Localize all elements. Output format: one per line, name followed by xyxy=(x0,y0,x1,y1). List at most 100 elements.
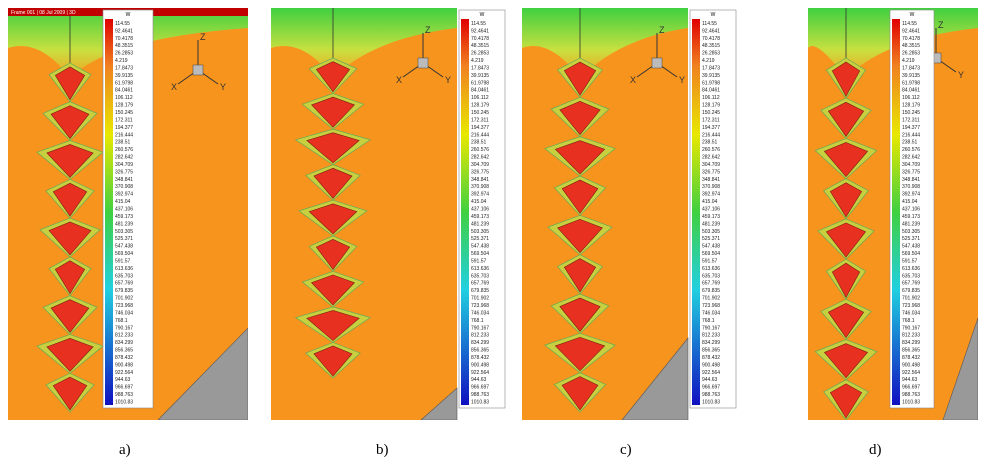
legend-value: 348.841 xyxy=(471,177,489,183)
legend-value: 260.576 xyxy=(902,147,920,153)
legend-value: 128.179 xyxy=(115,103,133,109)
legend-value: 348.841 xyxy=(702,177,720,183)
legend-value: 70.4178 xyxy=(115,36,133,42)
legend-value: 48.3515 xyxy=(902,43,920,49)
legend-value: 172.311 xyxy=(471,117,489,123)
legend-value: 613.636 xyxy=(702,266,720,272)
legend-value: 114.55 xyxy=(702,21,717,27)
legend-value: 370.908 xyxy=(471,184,489,190)
legend-value: 768.1 xyxy=(902,318,915,324)
legend-value: 17.8473 xyxy=(115,65,133,71)
legend-value: 613.636 xyxy=(115,266,133,272)
legend-value: 326.775 xyxy=(471,169,489,175)
panel-a: Frame 001 | 08 Jul 2009 | 3DX YZW114.5592… xyxy=(8,8,248,420)
legend-value: 4.219 xyxy=(471,58,484,64)
legend-value: 812.233 xyxy=(471,333,489,339)
legend-value: 392.974 xyxy=(702,192,720,198)
legend-value: 481.239 xyxy=(115,221,133,227)
legend-value: 922.564 xyxy=(702,370,720,376)
legend-value: 459.173 xyxy=(702,214,720,220)
legend-value: 370.908 xyxy=(902,184,920,190)
axis-label: Z xyxy=(938,20,944,30)
legend-value: 216.444 xyxy=(702,132,720,138)
legend-value: 26.2853 xyxy=(471,51,489,57)
legend-value: 216.444 xyxy=(115,132,133,138)
contour-inner xyxy=(563,258,597,293)
legend-value: 503.305 xyxy=(115,229,133,235)
colorbar xyxy=(892,19,900,405)
contour-inner xyxy=(52,182,88,217)
legend-value: 701.902 xyxy=(902,296,920,302)
axis-label: Y xyxy=(679,75,685,85)
legend-value: 326.775 xyxy=(702,169,720,175)
legend-value: 635.703 xyxy=(115,273,133,279)
legend-value: 503.305 xyxy=(471,229,489,235)
legend-value: 812.233 xyxy=(702,333,720,339)
contour-inner xyxy=(823,142,869,178)
legend-value: 70.4178 xyxy=(702,36,720,42)
colorbar xyxy=(461,19,469,405)
legend-value: 547.438 xyxy=(115,244,133,250)
contour-inner xyxy=(48,221,92,256)
legend-value: 966.697 xyxy=(702,385,720,391)
legend-value: 172.311 xyxy=(702,117,720,123)
panel-label: c) xyxy=(620,442,632,458)
legend-value: 260.576 xyxy=(471,147,489,153)
legend-value: 150.245 xyxy=(471,110,489,116)
legend-value: 966.697 xyxy=(471,385,489,391)
legend-value: 26.2853 xyxy=(115,51,133,57)
legend-value: 370.908 xyxy=(115,184,133,190)
contour-inner xyxy=(311,274,355,306)
legend-value: 326.775 xyxy=(902,169,920,175)
legend-value: 150.245 xyxy=(702,110,720,116)
legend-value: 856.365 xyxy=(471,348,489,354)
legend-value: 723.968 xyxy=(471,303,489,309)
legend-value: 790.167 xyxy=(115,325,133,331)
legend-value: 481.239 xyxy=(702,221,720,227)
legend-value: 114.55 xyxy=(115,21,130,27)
contour-inner xyxy=(54,66,86,101)
legend-value: 92.4641 xyxy=(902,28,920,34)
legend-value: 304.709 xyxy=(902,162,920,168)
legend-value: 635.703 xyxy=(902,273,920,279)
legend-value: 437.106 xyxy=(902,207,920,213)
legend-title: W xyxy=(711,12,716,18)
legend-value: 635.703 xyxy=(702,273,720,279)
axis-label: Y xyxy=(445,75,451,85)
legend-value: 437.106 xyxy=(115,207,133,213)
axis-label: X xyxy=(630,75,636,85)
legend-value: 679.835 xyxy=(115,288,133,294)
legend-value: 723.968 xyxy=(902,303,920,309)
legend-value: 260.576 xyxy=(702,147,720,153)
legend-value: 238.51 xyxy=(902,140,918,146)
legend-value: 878.432 xyxy=(702,355,720,361)
legend-value: 834.299 xyxy=(702,340,720,346)
floor xyxy=(621,337,689,420)
legend-value: 944.63 xyxy=(471,377,487,383)
legend-value: 768.1 xyxy=(702,318,715,324)
axis-label: Y xyxy=(220,82,226,92)
legend-value: 194.377 xyxy=(115,125,133,131)
legend-value: 415.04 xyxy=(902,199,918,205)
contour-inner xyxy=(50,105,90,140)
legend-value: 392.974 xyxy=(115,192,133,198)
contour-inner xyxy=(54,260,86,295)
contour-inner xyxy=(561,376,599,411)
legend-value: 459.173 xyxy=(902,214,920,220)
legend-value: 679.835 xyxy=(902,288,920,294)
contour-inner xyxy=(311,96,355,128)
legend-value: 304.709 xyxy=(471,162,489,168)
legend-value: 459.173 xyxy=(115,214,133,220)
legend-value: 768.1 xyxy=(115,318,128,324)
legend-value: 834.299 xyxy=(902,340,920,346)
legend-value: 746.034 xyxy=(471,310,489,316)
legend-value: 547.438 xyxy=(471,244,489,250)
legend-value: 944.63 xyxy=(115,377,131,383)
legend-value: 922.564 xyxy=(471,370,489,376)
legend-value: 106.112 xyxy=(471,95,489,101)
legend-value: 768.1 xyxy=(471,318,484,324)
plate xyxy=(522,8,688,420)
legend-value: 48.3515 xyxy=(702,43,720,49)
legend-value: 503.305 xyxy=(702,229,720,235)
